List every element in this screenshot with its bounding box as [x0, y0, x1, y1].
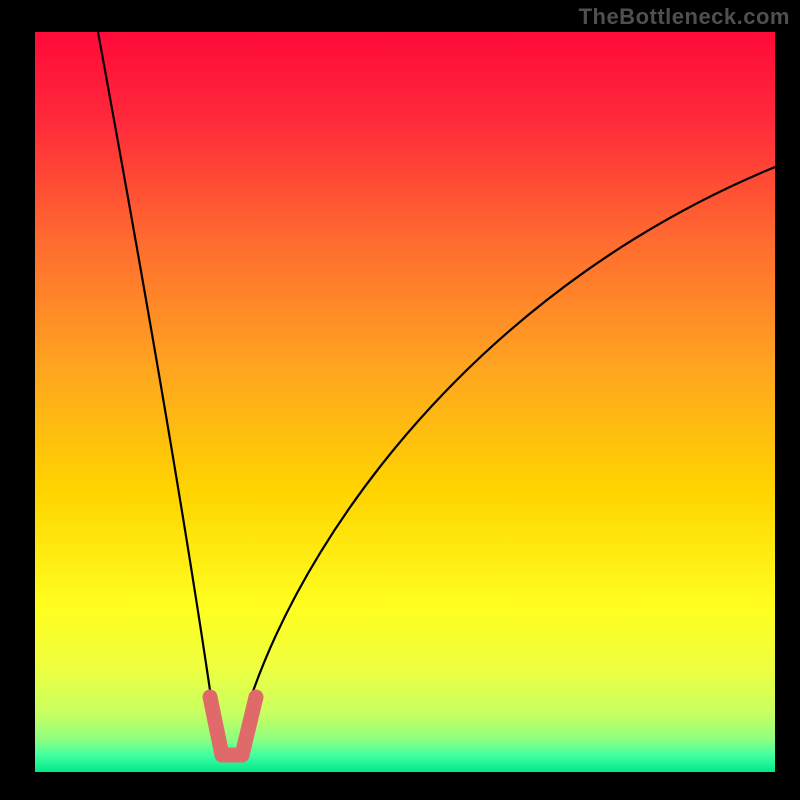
plot-area — [35, 32, 775, 772]
chart-figure: TheBottleneck.com — [0, 0, 800, 800]
watermark-text: TheBottleneck.com — [579, 4, 790, 30]
curve-layer — [35, 32, 775, 772]
trough-marker-left — [210, 697, 222, 755]
trough-marker — [210, 697, 256, 755]
bottleneck-curve — [98, 32, 775, 759]
trough-marker-right — [242, 697, 256, 755]
